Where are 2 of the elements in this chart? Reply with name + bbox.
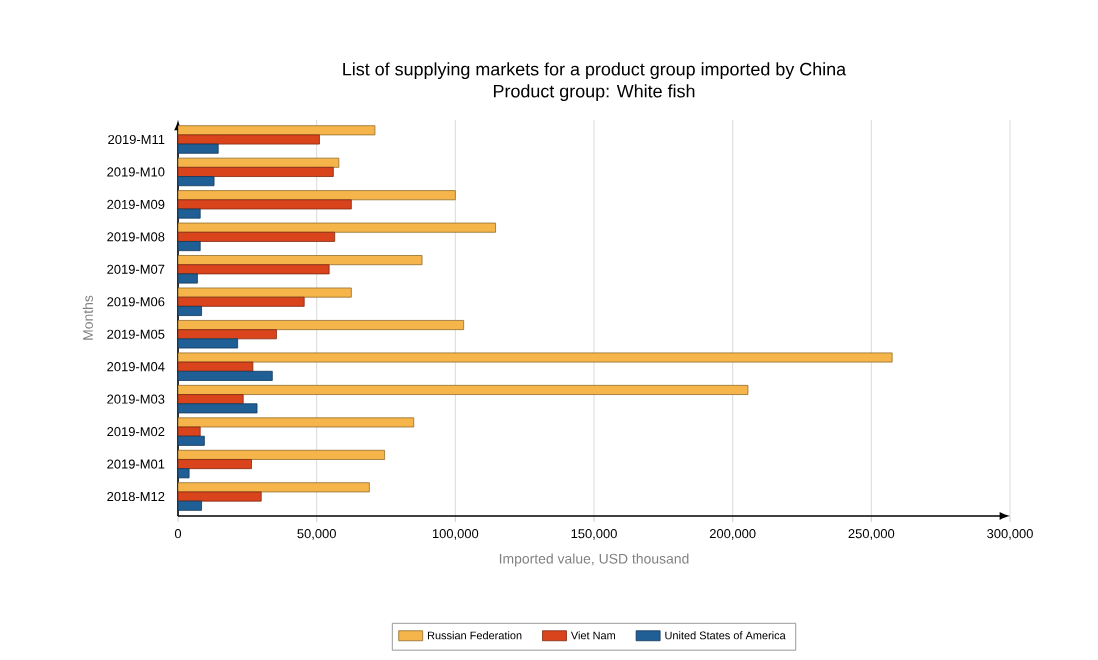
chart-title: List of supplying markets for a product group imported by China bbox=[343, 62, 847, 80]
chart-subtitle: Product group: White fish bbox=[493, 84, 695, 101]
